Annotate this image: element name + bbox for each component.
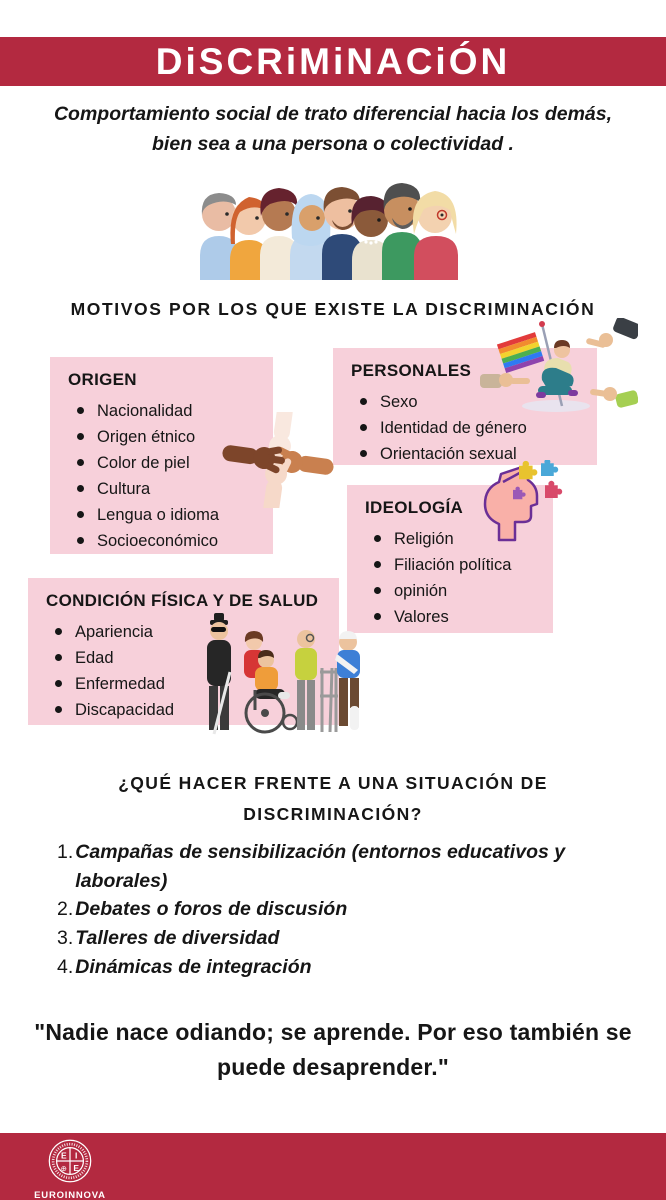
list-item: Apariencia: [46, 619, 329, 645]
personal-list: Sexo Identidad de género Orientación sex…: [351, 389, 587, 467]
brand-name: EUROINNOVA: [34, 1190, 106, 1200]
brand-logo: E I ⊕ E EUROINNOVA INTERNATIONAL ONLINE …: [30, 1138, 110, 1200]
page-title: DiSCRiMiNACiÓN: [155, 40, 511, 82]
title-banner: DiSCRiMiNACiÓN: [0, 37, 666, 86]
definition-text: Comportamiento social de trato diferenci…: [53, 103, 613, 156]
list-item: opinión: [365, 578, 543, 604]
list-item: Identidad de género: [351, 415, 587, 441]
action-item: Campañas de sensibilización (entornos ed…: [75, 841, 566, 892]
list-item: Socioeconómico: [68, 528, 263, 554]
footer-bar: E I ⊕ E EUROINNOVA INTERNATIONAL ONLINE …: [0, 1133, 666, 1200]
action-item: Dinámicas de integración: [75, 955, 312, 978]
quote-text: "Nadie nace odiando; se aprende. Por eso…: [34, 1019, 632, 1080]
list-item: Religión: [365, 526, 543, 552]
list-item: Discapacidad: [46, 697, 329, 723]
action-item: Debates o foros de discusión: [75, 898, 348, 921]
physical-condition-list: Apariencia Edad Enfermedad Discapacidad: [46, 619, 329, 723]
actions-heading: ¿QUÉ HACER FRENTE A UNA SITUACIÓN DE DIS…: [118, 773, 548, 824]
motives-heading: MOTIVOS POR LOS QUE EXISTE LA DISCRIMINA…: [70, 299, 596, 319]
origin-box-title: ORIGEN: [68, 370, 137, 389]
list-item: Origen étnico: [68, 424, 263, 450]
ideology-box-title: IDEOLOGÍA: [365, 498, 464, 517]
united-hands-illustration: [222, 412, 334, 508]
actions-list: Campañas de sensibilización (entornos ed…: [57, 838, 632, 981]
list-item: Orientación sexual: [351, 441, 587, 467]
list-item: Cultura: [68, 476, 263, 502]
svg-text:⊕: ⊕: [61, 1164, 67, 1173]
ideology-box: IDEOLOGÍA Religión Filiación política op…: [347, 485, 553, 633]
disability-group-illustration: [207, 613, 360, 735]
svg-text:E: E: [61, 1151, 67, 1161]
ideology-list: Religión Filiación política opinión Valo…: [365, 526, 543, 630]
list-item: Edad: [46, 645, 329, 671]
physical-condition-box-title: CONDICIÓN FÍSICA Y DE SALUD: [46, 591, 319, 610]
list-item: Enfermedad: [46, 671, 329, 697]
svg-text:I: I: [75, 1151, 77, 1161]
pride-flag-person-illustration: [480, 318, 638, 412]
list-item: Valores: [365, 604, 543, 630]
list-item: Nacionalidad: [68, 398, 263, 424]
open-mind-puzzle-illustration: [483, 460, 563, 542]
list-item: Lengua o idioma: [68, 502, 263, 528]
origin-list: Nacionalidad Origen étnico Color de piel…: [68, 398, 263, 554]
diverse-people-illustration: [200, 183, 458, 280]
action-item: Talleres de diversidad: [75, 926, 280, 949]
list-item: Sexo: [351, 389, 587, 415]
personal-box-title: PERSONALES: [351, 361, 472, 380]
list-item: Filiación política: [365, 552, 543, 578]
euroinnova-seal-icon: E I ⊕ E: [48, 1139, 92, 1183]
list-item: Color de piel: [68, 450, 263, 476]
svg-text:E: E: [73, 1163, 79, 1173]
physical-condition-box: CONDICIÓN FÍSICA Y DE SALUD Apariencia E…: [28, 578, 339, 725]
